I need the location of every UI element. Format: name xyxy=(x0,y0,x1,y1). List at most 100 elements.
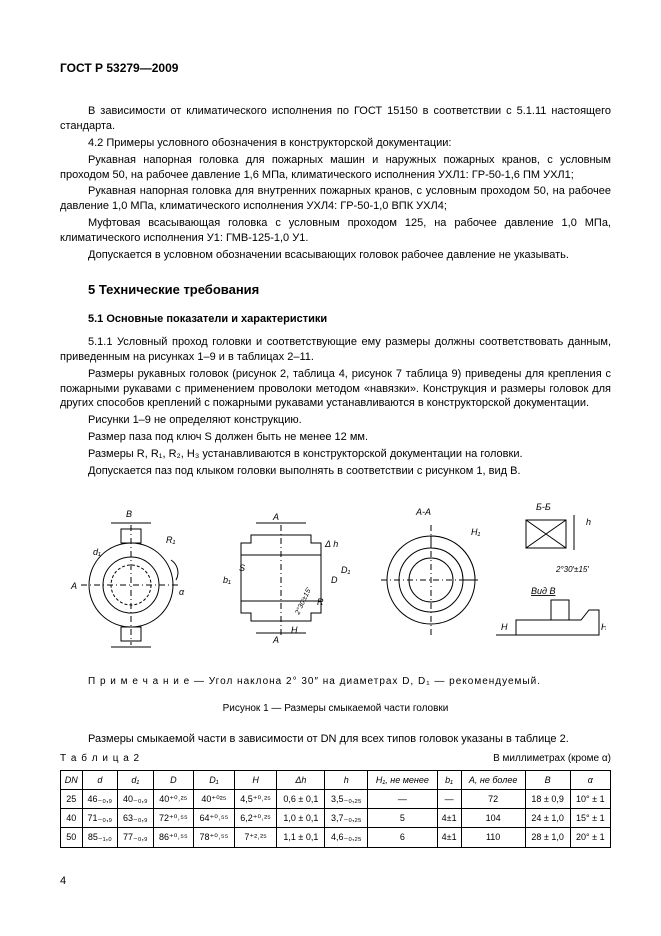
table-cell: 40 xyxy=(61,809,83,828)
table-cell: 4±1 xyxy=(437,828,461,847)
engineering-diagram: B R₁ d₁ A α A S Δ h b₁ A H R D D₁ 2°30′±… xyxy=(66,495,606,665)
table-col-header: α xyxy=(570,770,610,789)
table-cell: — xyxy=(368,790,438,809)
table-cell: 7⁺²˒²⁵ xyxy=(234,828,277,847)
table-cell: 86⁺⁰˒⁵⁵ xyxy=(153,828,194,847)
table-units: В миллиметрах (кроме α) xyxy=(493,752,611,766)
para: Размеры рукавных головок (рисунок 2, таб… xyxy=(60,367,611,412)
table-cell: 15° ± 1 xyxy=(570,809,610,828)
para: 5.1.1 Условный проход головки и соответс… xyxy=(60,335,611,365)
table-cell: 24 ± 1,0 xyxy=(525,809,570,828)
table-cell: 4,5⁺⁰˒²⁵ xyxy=(234,790,277,809)
table-col-header: d₁ xyxy=(118,770,153,789)
svg-text:Вид В: Вид В xyxy=(531,586,556,596)
table-cell: — xyxy=(437,790,461,809)
table-cell: 6 xyxy=(368,828,438,847)
para: 4.2 Примеры условного обозначения в конс… xyxy=(60,136,611,151)
svg-text:H₃: H₃ xyxy=(601,622,606,632)
table-cell: 4,6₋₀,₂₅ xyxy=(325,828,368,847)
table-row: 4071₋₀,₉63₋₀,₉72⁺⁰˒⁵⁵64⁺⁰˒⁵⁵6,2⁺⁰˒²⁵1,0 … xyxy=(61,809,611,828)
figure-note: П р и м е ч а н и е — Угол наклона 2° 30… xyxy=(88,675,611,689)
table-cell: 1,1 ± 0,1 xyxy=(277,828,325,847)
doc-header: ГОСТ Р 53279—2009 xyxy=(60,60,611,76)
svg-text:Б-Б: Б-Б xyxy=(536,502,551,512)
table-row: 2546₋₀,₉40₋₀,₉40⁺⁰˒²⁵40⁺⁰²⁵4,5⁺⁰˒²⁵0,6 ±… xyxy=(61,790,611,809)
table-cell: 104 xyxy=(461,809,525,828)
para: Рукавная напорная головка для внутренних… xyxy=(60,184,611,214)
table-cell: 78⁺⁰˒⁵⁵ xyxy=(194,828,235,847)
table-col-header: A, не более xyxy=(461,770,525,789)
table-cell: 110 xyxy=(461,828,525,847)
table-cell: 50 xyxy=(61,828,83,847)
para: В зависимости от климатического исполнен… xyxy=(60,104,611,134)
table-number: Т а б л и ц а 2 xyxy=(60,752,140,766)
table-cell: 46₋₀,₉ xyxy=(82,790,117,809)
table-cell: 40⁺⁰²⁵ xyxy=(194,790,235,809)
table-col-header: H₁, не менее xyxy=(368,770,438,789)
table-row: 5085₋₁,₀77₋₀,₉86⁺⁰˒⁵⁵78⁺⁰˒⁵⁵7⁺²˒²⁵1,1 ± … xyxy=(61,828,611,847)
table-col-header: d xyxy=(82,770,117,789)
table-cell: 0,6 ± 0,1 xyxy=(277,790,325,809)
svg-text:b₁: b₁ xyxy=(223,575,231,585)
table-cell: 72⁺⁰˒⁵⁵ xyxy=(153,809,194,828)
table-col-header: H xyxy=(234,770,277,789)
table-col-header: b₁ xyxy=(437,770,461,789)
svg-text:α: α xyxy=(179,587,185,597)
table-cell: 6,2⁺⁰˒²⁵ xyxy=(234,809,277,828)
table-cell: 4±1 xyxy=(437,809,461,828)
para: Размеры смыкаемой части в зависимости от… xyxy=(60,732,611,747)
svg-text:B: B xyxy=(126,509,132,519)
table-cell: 10° ± 1 xyxy=(570,790,610,809)
table-col-header: DN xyxy=(61,770,83,789)
svg-text:H: H xyxy=(501,622,508,632)
table-cell: 85₋₁,₀ xyxy=(82,828,117,847)
svg-text:d₁: d₁ xyxy=(93,547,101,557)
svg-text:D: D xyxy=(331,575,338,585)
para: Размер паза под ключ S должен быть не ме… xyxy=(60,430,611,445)
svg-text:A: A xyxy=(272,512,279,522)
page-number: 4 xyxy=(60,874,611,889)
para: Рукавная напорная головка для пожарных м… xyxy=(60,153,611,183)
svg-text:R: R xyxy=(317,597,324,607)
table-cell: 3,5₋₀,₂₅ xyxy=(325,790,368,809)
section-5-title: 5 Технические требования xyxy=(88,281,611,299)
table-col-header: D xyxy=(153,770,194,789)
svg-text:R₁: R₁ xyxy=(166,535,175,545)
para: Допускается в условном обозначении всасы… xyxy=(60,248,611,263)
svg-text:А-А: А-А xyxy=(415,507,431,517)
svg-text:D₁: D₁ xyxy=(341,565,350,575)
svg-text:S: S xyxy=(239,563,245,573)
svg-text:2°30′±15′: 2°30′±15′ xyxy=(555,565,589,574)
table-cell: 25 xyxy=(61,790,83,809)
table-title-row: Т а б л и ц а 2 В миллиметрах (кроме α) xyxy=(60,752,611,766)
svg-text:h: h xyxy=(586,517,591,527)
table-cell: 20° ± 1 xyxy=(570,828,610,847)
para: Размеры R, R₁, R₂, H₃ устанавливаются в … xyxy=(60,447,611,462)
table-cell: 1,0 ± 0,1 xyxy=(277,809,325,828)
figure-1: B R₁ d₁ A α A S Δ h b₁ A H R D D₁ 2°30′±… xyxy=(60,495,611,665)
table-cell: 40⁺⁰˒²⁵ xyxy=(153,790,194,809)
para: Допускается паз под клыком головки выпол… xyxy=(60,464,611,479)
svg-text:Δ h: Δ h xyxy=(324,539,338,549)
section-5-1-title: 5.1 Основные показатели и характеристики xyxy=(88,312,611,327)
svg-text:H₁: H₁ xyxy=(471,527,480,537)
para: Рисунки 1–9 не определяют конструкцию. xyxy=(60,413,611,428)
table-cell: 63₋₀,₉ xyxy=(118,809,153,828)
table-col-header: h xyxy=(325,770,368,789)
para: Муфтовая всасывающая головка с условным … xyxy=(60,216,611,246)
table-col-header: B xyxy=(525,770,570,789)
table-cell: 40₋₀,₉ xyxy=(118,790,153,809)
table-cell: 77₋₀,₉ xyxy=(118,828,153,847)
svg-text:A: A xyxy=(70,581,77,591)
figure-caption: Рисунок 1 — Размеры смыкаемой части голо… xyxy=(60,702,611,716)
svg-text:A: A xyxy=(272,635,279,645)
table-cell: 28 ± 1,0 xyxy=(525,828,570,847)
table-col-header: Δh xyxy=(277,770,325,789)
table-cell: 71₋₀,₉ xyxy=(82,809,117,828)
table-cell: 5 xyxy=(368,809,438,828)
table-cell: 72 xyxy=(461,790,525,809)
table-cell: 3,7₋₀,₂₅ xyxy=(325,809,368,828)
table-col-header: D₁ xyxy=(194,770,235,789)
table-2: DNdd₁DD₁HΔhhH₁, не менееb₁A, не болееBα … xyxy=(60,770,611,848)
table-cell: 64⁺⁰˒⁵⁵ xyxy=(194,809,235,828)
